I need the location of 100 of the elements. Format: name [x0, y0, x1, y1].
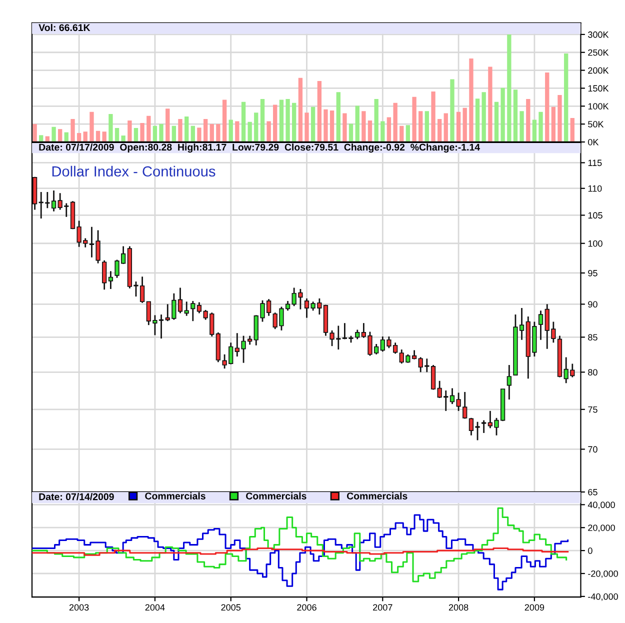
candlestick [178, 287, 183, 314]
bar [32, 124, 37, 142]
bar [437, 119, 442, 142]
bar [538, 112, 543, 142]
x-tick-label: 2005 [221, 604, 241, 611]
bar [298, 78, 303, 142]
candlestick [51, 190, 56, 212]
candlestick [190, 300, 196, 322]
bar [121, 136, 126, 142]
bar [462, 108, 467, 142]
x-tick-label: 2007 [373, 604, 392, 611]
y-tick-label: 250K [588, 49, 609, 56]
bar [172, 126, 176, 142]
bar [273, 104, 278, 142]
bar [235, 121, 240, 142]
bar [526, 98, 530, 142]
bar [412, 96, 416, 142]
bar [76, 133, 82, 142]
bar [450, 79, 454, 142]
y-tick-label: 80 [588, 369, 598, 376]
candlestick [102, 260, 107, 290]
y-tick-label: 0 [588, 548, 592, 554]
bar [146, 116, 151, 142]
bar [570, 118, 574, 142]
y-tick-label: 200K [588, 67, 609, 74]
bar [210, 124, 214, 142]
y-tick-label: 95 [588, 270, 598, 276]
candlestick [482, 420, 486, 434]
y-tick-label: 70 [588, 446, 598, 453]
y-tick-label: 100K [588, 103, 609, 110]
bar [134, 128, 138, 142]
y-tick-label: 300K [588, 31, 609, 38]
candlestick [412, 350, 417, 360]
candlestick [355, 329, 360, 340]
bar [90, 112, 94, 142]
bar [317, 81, 322, 142]
bar [58, 129, 62, 142]
y-tick-label: 115 [588, 160, 602, 166]
bar [52, 126, 56, 142]
bar [102, 132, 106, 142]
y-tick-label: 85 [588, 334, 598, 341]
bar [166, 108, 170, 142]
x-tick-label: 2006 [297, 604, 316, 611]
bar [494, 102, 499, 142]
x-tick-label: 2003 [69, 604, 89, 611]
legend-label: Commercials [346, 492, 408, 500]
bar [108, 114, 113, 142]
bar [406, 125, 410, 142]
bar [400, 126, 404, 142]
y-tick-label: 65 [588, 488, 598, 496]
x-tick-label: 2009 [524, 604, 544, 611]
bar [279, 100, 284, 142]
bar [152, 126, 158, 142]
y-tick-label: 100 [588, 240, 602, 247]
x-tick-label: 2008 [448, 604, 468, 611]
bar [380, 121, 385, 142]
bar [128, 120, 132, 142]
bar [228, 120, 233, 142]
y-tick-label: 75 [588, 406, 598, 413]
bar [513, 90, 518, 142]
bar [386, 117, 392, 142]
bar [355, 106, 360, 142]
bar [260, 98, 265, 142]
bar [336, 92, 340, 142]
bar [310, 106, 316, 142]
bar [222, 100, 227, 142]
y-tick-label: 150K [588, 85, 609, 92]
candlestick [196, 302, 202, 314]
bar [500, 88, 505, 142]
bar [393, 102, 398, 142]
bar [83, 132, 88, 142]
bar [507, 34, 512, 142]
candlestick [538, 310, 544, 341]
bar [96, 130, 100, 142]
bar [374, 98, 378, 142]
bar [431, 91, 436, 142]
y-tick-label: 0K [588, 138, 599, 146]
bar [342, 113, 347, 142]
bar [248, 122, 252, 142]
bar [444, 113, 448, 142]
bar [266, 121, 271, 142]
bar [532, 120, 537, 142]
bar [203, 119, 208, 142]
y-tick-label: 105 [588, 212, 602, 219]
x-tick-label: 2004 [145, 604, 165, 611]
bar [45, 136, 50, 142]
annotation: Date: 07/14/2009 [39, 493, 114, 500]
text: Dollar Index - Continuous [52, 166, 216, 177]
bar [348, 124, 354, 142]
y-tick-label: 90 [588, 301, 598, 308]
y-tick-label: 50K [588, 121, 604, 128]
annotation: Date: 07/17/2009 Open:80.28 High:81.17 Low:79.29 Close:79.51 Change:-0.92 %Change:-1.14 [39, 143, 480, 153]
bar [330, 110, 334, 142]
bar [70, 119, 75, 142]
y-tick-label: 110 [588, 185, 602, 192]
legend-label: Commercials [145, 492, 206, 500]
bar [362, 111, 366, 142]
legend-label: Commercials [246, 492, 306, 500]
bar [184, 116, 189, 142]
candlestick [430, 364, 436, 390]
